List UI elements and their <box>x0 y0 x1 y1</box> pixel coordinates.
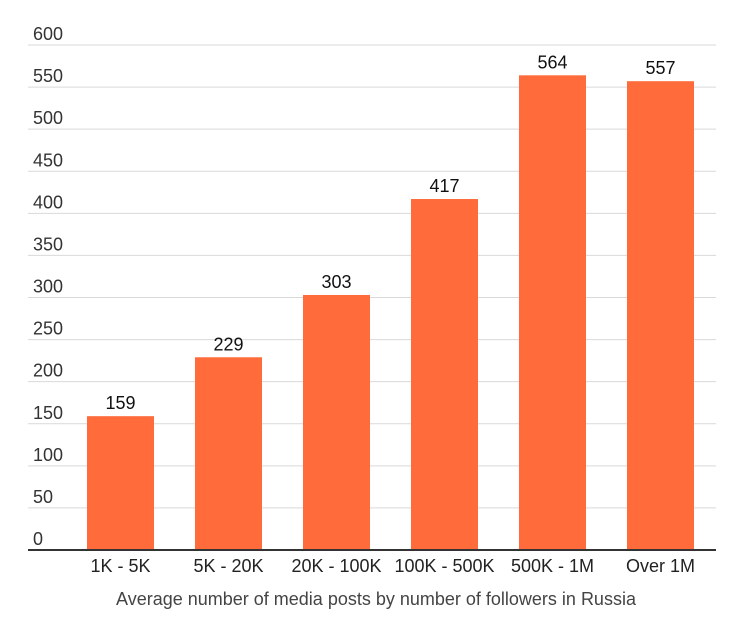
category-label: 1K - 5K <box>90 556 150 576</box>
bar <box>303 294 370 550</box>
data-label: 417 <box>429 176 459 196</box>
y-tick-label: 450 <box>33 150 63 170</box>
y-tick-label: 250 <box>33 319 63 339</box>
category-label: 100K - 500K <box>394 556 494 576</box>
data-label: 229 <box>213 334 243 354</box>
category-label: 5K - 20K <box>193 556 263 576</box>
y-tick-label: 150 <box>33 403 63 423</box>
bar <box>195 357 262 550</box>
data-labels: 159 229 303 417 564 557 <box>105 52 675 413</box>
data-label: 303 <box>321 272 351 292</box>
y-tick-label: 500 <box>33 108 63 128</box>
y-tick-label: 600 <box>33 24 63 44</box>
x-axis-label: Average number of media posts by number … <box>116 589 637 609</box>
category-label: Over 1M <box>626 556 695 576</box>
y-tick-label: 50 <box>33 487 53 507</box>
bar <box>627 81 694 551</box>
y-tick-label: 200 <box>33 361 63 381</box>
y-tick-label: 0 <box>33 529 43 549</box>
data-label: 557 <box>645 58 675 78</box>
y-tick-label: 300 <box>33 277 63 297</box>
bar <box>411 199 478 550</box>
data-label: 159 <box>105 393 135 413</box>
y-axis-tick-labels: 0 50 100 150 200 250 300 350 400 450 500 550 600 <box>33 24 63 549</box>
y-tick-label: 550 <box>33 66 63 86</box>
y-tick-label: 100 <box>33 445 63 465</box>
x-axis-category-labels: 1K - 5K 5K - 20K 20K - 100K 100K - 500K 500K… <box>90 556 695 576</box>
category-label: 20K - 100K <box>291 556 381 576</box>
data-label: 564 <box>537 52 567 72</box>
y-tick-label: 400 <box>33 192 63 212</box>
y-tick-label: 350 <box>33 234 63 254</box>
bars <box>87 75 694 551</box>
bar <box>87 416 154 550</box>
category-label: 500K - 1M <box>511 556 594 576</box>
bar <box>519 75 586 551</box>
